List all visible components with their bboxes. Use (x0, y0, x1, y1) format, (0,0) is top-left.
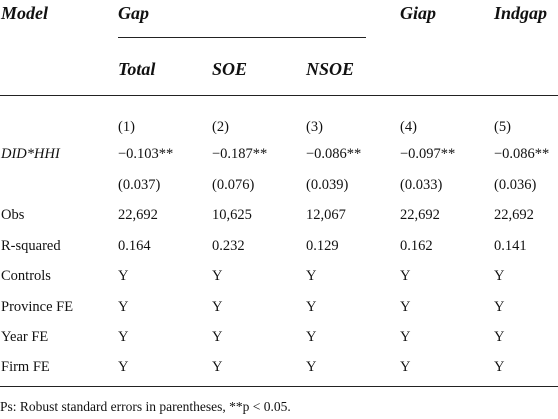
gap-group-rule (118, 37, 366, 38)
header-gap: Gap (118, 3, 149, 23)
table-cell: Y (494, 359, 505, 375)
table-cell: (0.037) (118, 177, 161, 193)
table-cell: (0.076) (212, 177, 255, 193)
table-cell: Y (212, 268, 223, 284)
table-cell: 12,067 (306, 207, 346, 223)
table-cell: 22,692 (400, 207, 440, 223)
table-cell: 0.162 (400, 238, 433, 254)
table-cell: Y (306, 299, 317, 315)
column-number: (2) (212, 119, 229, 135)
header-bottom-rule (0, 95, 558, 96)
header-giap: Giap (400, 3, 436, 23)
subheader-nsoe: NSOE (306, 59, 355, 79)
row-label-firm-fe: Firm FE (1, 359, 50, 375)
table-cell: Y (494, 299, 505, 315)
table-cell: −0.086** (494, 146, 550, 162)
table-cell: −0.187** (212, 146, 268, 162)
table-cell: Y (306, 329, 317, 345)
table-cell: −0.103** (118, 146, 174, 162)
header-model: Model (1, 3, 48, 23)
row-label-year-fe: Year FE (1, 329, 49, 345)
table-cell: (0.039) (306, 177, 349, 193)
table-cell: Y (212, 359, 223, 375)
table-cell: −0.086** (306, 146, 362, 162)
column-number: (5) (494, 119, 511, 135)
table-cell: (0.036) (494, 177, 537, 193)
table-cell: Y (118, 359, 129, 375)
column-number: (3) (306, 119, 323, 135)
table-cell: Y (494, 329, 505, 345)
row-label-controls: Controls (1, 268, 51, 284)
table-cell: Y (400, 299, 411, 315)
table-cell: Y (212, 299, 223, 315)
row-label-did-hhi: DID*HHI (1, 146, 60, 162)
row-label-obs: Obs (1, 207, 25, 223)
table-cell: Y (306, 359, 317, 375)
table-footnote: Ps: Robust standard errors in parenthese… (0, 399, 291, 414)
column-number: (4) (400, 119, 417, 135)
table-cell: 0.129 (306, 238, 339, 254)
table-bottom-rule (0, 386, 558, 387)
table-cell: Y (118, 299, 129, 315)
table-cell: 22,692 (118, 207, 158, 223)
table-cell: Y (400, 268, 411, 284)
table-cell: Y (212, 329, 223, 345)
subheader-soe: SOE (212, 59, 248, 79)
table-cell: 0.141 (494, 238, 527, 254)
table-cell: Y (118, 329, 129, 345)
table-cell: Y (306, 268, 317, 284)
row-label-province-fe: Province FE (1, 299, 74, 315)
row-label-r-squared: R-squared (1, 238, 61, 254)
table-cell: Y (400, 329, 411, 345)
table-cell: (0.033) (400, 177, 443, 193)
table-cell: 0.164 (118, 238, 151, 254)
table-cell: 10,625 (212, 207, 252, 223)
table-cell: Y (494, 268, 505, 284)
column-number: (1) (118, 119, 135, 135)
header-indgap: Indgap (494, 3, 548, 23)
table-cell: 22,692 (494, 207, 534, 223)
subheader-total: Total (118, 59, 156, 79)
table-cell: Y (400, 359, 411, 375)
table-cell: −0.097** (400, 146, 456, 162)
table-cell: Y (118, 268, 129, 284)
table-cell: 0.232 (212, 238, 245, 254)
